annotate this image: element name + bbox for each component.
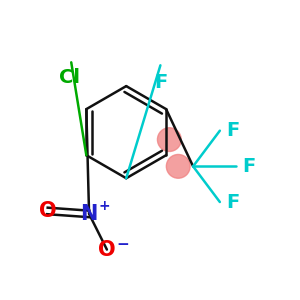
Circle shape xyxy=(158,128,181,152)
Text: F: F xyxy=(226,121,240,140)
Text: F: F xyxy=(226,193,240,211)
Text: Cl: Cl xyxy=(59,68,80,87)
Circle shape xyxy=(166,154,190,178)
Text: F: F xyxy=(243,157,256,176)
Text: O: O xyxy=(98,240,116,260)
Text: +: + xyxy=(99,200,110,214)
Text: O: O xyxy=(39,201,56,221)
Text: −: − xyxy=(117,237,130,252)
Text: F: F xyxy=(154,73,167,92)
Text: N: N xyxy=(80,204,98,224)
